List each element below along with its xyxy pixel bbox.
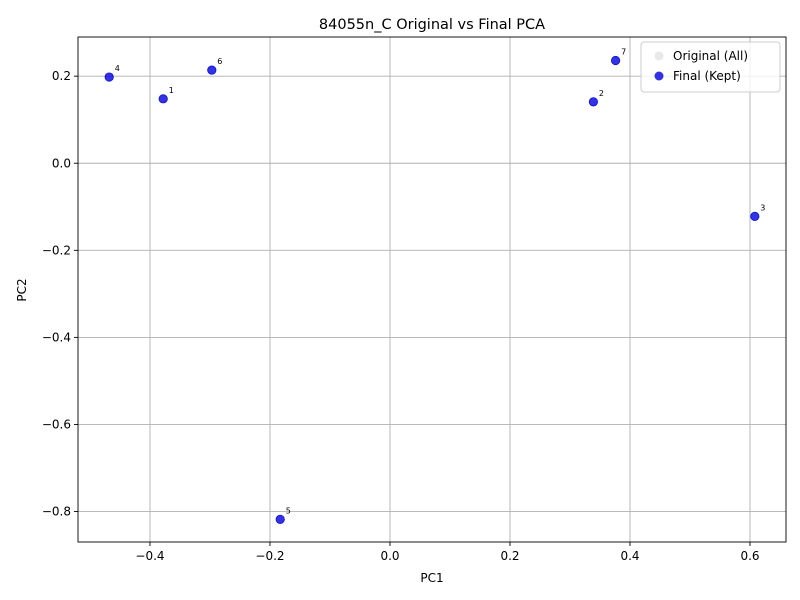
- data-point-label: 4: [115, 64, 120, 73]
- data-point: [158, 94, 168, 104]
- x-tick-label: 0.0: [380, 549, 399, 563]
- data-point-label: 1: [169, 86, 174, 95]
- legend-entry-label: Original (All): [673, 49, 748, 63]
- data-point: [275, 514, 285, 524]
- data-point: [207, 65, 217, 75]
- x-tick-label: 0.4: [620, 549, 639, 563]
- data-point-label: 6: [217, 57, 222, 66]
- y-tick-label: 0.0: [52, 156, 71, 170]
- legend-marker: [654, 71, 664, 81]
- y-tick-label: −0.2: [42, 243, 71, 257]
- legend-marker: [654, 51, 664, 61]
- y-axis-label: PC2: [15, 278, 29, 301]
- data-point-label: 2: [599, 89, 604, 98]
- data-points: 1 2 3 4 5 6 7: [104, 48, 765, 524]
- axis-ticks: −0.4 −0.2 0.0 0.2 0.4 0.6 −0.8 −0.6 −0.4 −0.2 0.0 0…: [42, 69, 760, 563]
- x-tick-label: 0.2: [500, 549, 519, 563]
- legend-box: [640, 41, 781, 93]
- y-tick-label: −0.8: [42, 505, 71, 519]
- x-tick-label: −0.4: [135, 549, 164, 563]
- data-point-label: 5: [286, 506, 291, 515]
- legend: Original (All) Final (Kept): [640, 41, 781, 93]
- grid-lines: [78, 37, 786, 542]
- chart-title: 84055n_C Original vs Final PCA: [319, 17, 545, 33]
- x-tick-label: 0.6: [740, 549, 759, 563]
- y-tick-label: 0.2: [52, 69, 71, 83]
- legend-entry-label: Final (Kept): [673, 69, 741, 83]
- data-point: [750, 211, 760, 221]
- data-point: [104, 72, 114, 82]
- data-point: [588, 97, 599, 107]
- x-tick-label: −0.2: [255, 549, 284, 563]
- data-point: [610, 55, 621, 66]
- plot-area-frame: [77, 36, 787, 543]
- x-axis-label: PC1: [420, 571, 443, 585]
- data-point-label: 3: [760, 203, 765, 212]
- data-point-label: 7: [621, 48, 626, 57]
- y-tick-label: −0.4: [42, 330, 71, 344]
- y-tick-label: −0.6: [42, 417, 71, 431]
